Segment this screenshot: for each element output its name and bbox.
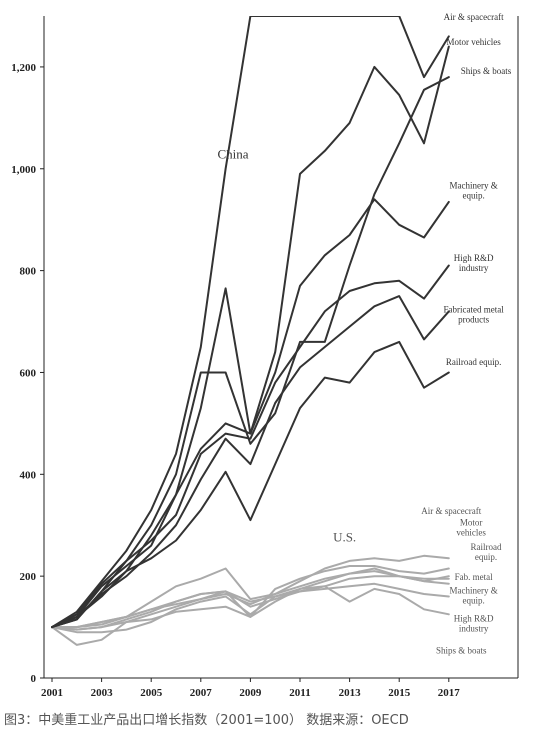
series-end-label: Air & spacecraft	[444, 12, 504, 22]
x-tick-label: 2005	[140, 687, 163, 699]
series-end-label-line: High R&D	[454, 613, 494, 623]
series-end-label-line: industry	[459, 623, 489, 633]
series-end-label: Railroad equip.	[471, 542, 502, 562]
series-china-high-randd-industry	[51, 264, 450, 629]
series-china-railroad-equip	[51, 340, 450, 629]
x-tick-label: 2017	[438, 687, 461, 699]
x-tick-label: 2007	[190, 687, 213, 699]
series-end-label-line: Ships & boats	[461, 66, 512, 76]
series-u-s-ships-and-boats	[51, 585, 450, 646]
series-china-air-and-spacecraft	[51, 16, 450, 629]
y-tick-label: 1,000	[11, 164, 36, 176]
series-end-label-line: Ships & boats	[436, 646, 487, 656]
series-end-label: Machinery & equip.	[449, 585, 497, 605]
series-end-label: Fab. metal	[455, 572, 493, 582]
series-end-label-line: Fab. metal	[455, 572, 493, 582]
series-end-label: Ships & boats	[436, 646, 487, 656]
series-end-label-line: Motor	[460, 518, 483, 528]
series-end-label-line: equip.	[462, 595, 484, 605]
series-u-s-machinery-and-equip	[51, 570, 450, 631]
series-end-label-line: Motor vehicles	[446, 37, 501, 47]
series-china-motor-vehicles	[51, 45, 450, 629]
y-tick-label: 0	[31, 673, 37, 685]
y-tick-label: 600	[20, 367, 37, 379]
series-end-label: Railroad equip.	[446, 357, 502, 367]
series-end-label-line: industry	[459, 263, 489, 273]
series-china-ships-and-boats	[51, 76, 450, 629]
series-end-label: Motor vehicles	[446, 37, 501, 47]
series-end-label-line: Railroad	[471, 542, 502, 552]
y-tick-label: 800	[20, 266, 37, 278]
series-end-label: Ships & boats	[461, 66, 512, 76]
x-tick-label: 2013	[339, 687, 362, 699]
series-end-label-line: Air & spacecraft	[444, 12, 504, 22]
series-layer	[51, 16, 450, 646]
series-u-s-railroad-equip	[51, 567, 450, 634]
x-tick-label: 2011	[289, 687, 310, 699]
series-u-s-high-randd-industry	[51, 582, 450, 629]
group-label-china: China	[218, 147, 249, 162]
series-end-label-line: equip.	[462, 191, 484, 201]
series-end-label-line: Railroad equip.	[446, 357, 502, 367]
series-end-label-line: products	[458, 314, 489, 324]
series-end-label-line: Machinery &	[449, 585, 497, 595]
series-end-label-line: Machinery &	[449, 181, 497, 191]
series-china-fabricated-metal-products	[51, 295, 450, 629]
y-tick-label: 400	[20, 469, 37, 481]
x-tick-label: 2015	[388, 687, 411, 699]
series-end-label: Air & spacecraft	[421, 506, 481, 516]
series-end-label-line: vehicles	[456, 528, 486, 538]
series-china-machinery-and-equip	[51, 198, 450, 629]
series-end-label-line: equip.	[475, 552, 497, 562]
series-end-label: Fabricated metal products	[443, 304, 504, 324]
series-end-label: High R&D industry	[454, 613, 494, 633]
x-tick-label: 2009	[239, 687, 262, 699]
series-end-label: Machinery & equip.	[449, 181, 497, 201]
series-end-label: High R&D industry	[454, 253, 494, 273]
figure-caption: 图3：中美重工业产品出口增长指数（2001=100） 数据来源：OECD	[4, 713, 409, 728]
series-end-label-line: High R&D	[454, 253, 494, 263]
y-tick-label: 200	[20, 571, 37, 583]
y-tick-label: 1,200	[11, 62, 36, 74]
label-layer: China U.S. Air & spacecraft Motor vehicles S…	[218, 12, 512, 655]
axes: 0 200 400 600 800 1,000 1,200 2001 2003 2005 2007 2…	[11, 16, 519, 699]
series-end-label-line: Fabricated metal	[443, 304, 504, 314]
group-label-u-s: U.S.	[333, 530, 356, 545]
x-tick-label: 2003	[91, 687, 114, 699]
series-end-label-line: Air & spacecraft	[421, 506, 481, 516]
series-end-label: Motor vehicles	[456, 518, 486, 538]
x-tick-label: 2001	[41, 687, 63, 699]
